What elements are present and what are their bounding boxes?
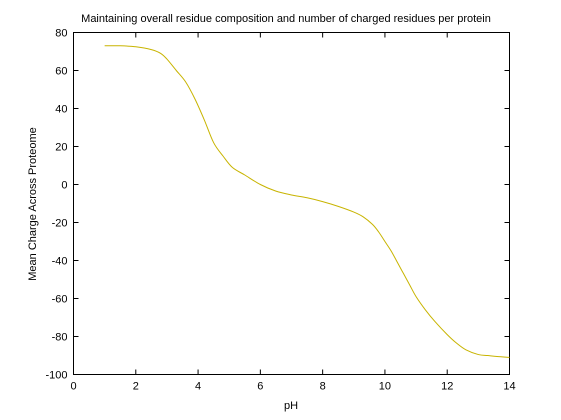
x-tick-label: 6 xyxy=(257,381,263,393)
y-tick-label: -100 xyxy=(45,370,67,382)
chart-title: Maintaining overall residue composition … xyxy=(81,13,491,25)
y-tick-label: 20 xyxy=(55,142,67,154)
x-tick-label: 2 xyxy=(133,381,139,393)
y-axis: -100 -80 -60 -40 -20 0 20 40 60 80 xyxy=(45,28,510,382)
x-tick-label: 12 xyxy=(441,381,453,393)
series-line-mean-charge xyxy=(104,45,510,358)
y-tick-label: -20 xyxy=(52,218,68,230)
y-tick-label: 40 xyxy=(55,104,67,116)
x-axis: 0 2 4 6 8 10 12 14 xyxy=(70,32,516,393)
y-tick-label: -60 xyxy=(52,294,68,306)
y-tick-label: -40 xyxy=(52,256,68,268)
y-tick-label: 80 xyxy=(55,28,67,40)
plot-area-frame xyxy=(73,32,510,375)
x-tick-label: 8 xyxy=(320,381,326,393)
y-axis-label: Mean Charge Across Proteome xyxy=(27,127,39,280)
x-tick-label: 10 xyxy=(379,381,391,393)
x-tick-label: 0 xyxy=(70,381,76,393)
x-tick-label: 14 xyxy=(503,381,515,393)
x-axis-label: pH xyxy=(284,400,298,412)
y-tick-label: 60 xyxy=(55,66,67,78)
y-tick-label: -80 xyxy=(52,332,68,344)
y-tick-label: 0 xyxy=(61,180,67,192)
x-tick-label: 4 xyxy=(195,381,201,393)
